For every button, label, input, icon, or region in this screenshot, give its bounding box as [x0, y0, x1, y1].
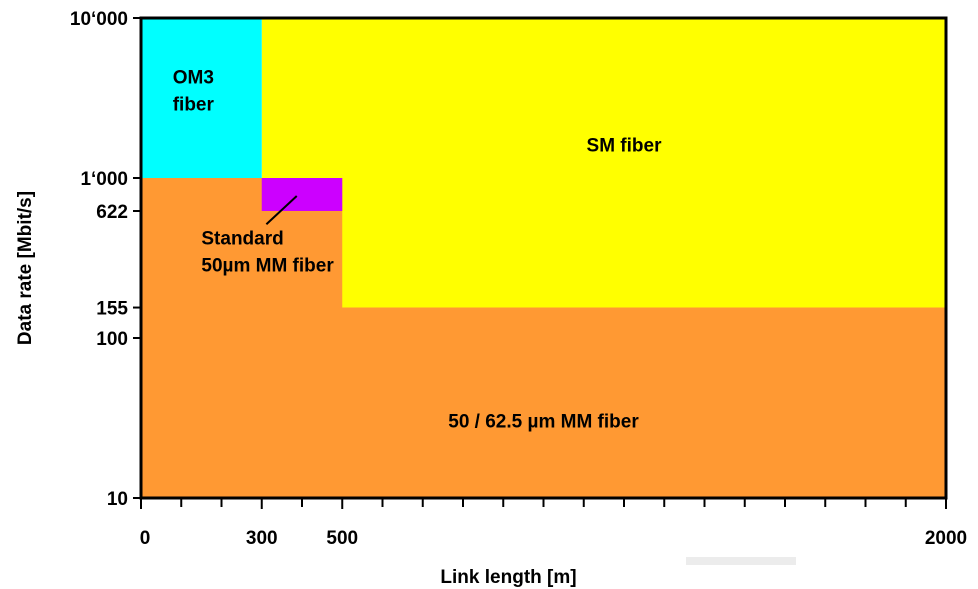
region-om3-fiber-label: OM3 fiber: [173, 67, 215, 115]
y-tick-label: 1‘000: [80, 169, 128, 190]
region-sm-fiber: [261, 18, 946, 308]
faint-overlay-bar: [686, 557, 796, 565]
region-50-62-5-m-mm-fiber-label: 50 / 62.5 µm MM fiber: [448, 412, 639, 433]
x-tick-label: 500: [326, 528, 358, 549]
region-labels: SM fiber 50 / 62.5 µm MM fiber OM3 fiber Sta…: [173, 67, 662, 432]
region-standard-50-m-mm-fiber-label: Standard 50µm MM fiber: [201, 228, 334, 276]
x-tick-label: 2000: [925, 528, 967, 549]
y-tick-label: 100: [96, 329, 128, 350]
callout-layer: [265, 195, 298, 226]
chart-regions: [141, 18, 946, 498]
region-om3-fiber: [141, 18, 262, 178]
callout-leader-line: [265, 195, 298, 226]
y-tick-label: 10‘000: [70, 9, 128, 30]
y-tick-label: 622: [96, 202, 128, 223]
x-axis: 0 300 500 2000: [140, 498, 967, 549]
y-tick-label: 10: [107, 489, 128, 510]
region-standard-50-m-mm-fiber: [261, 178, 343, 211]
region-50-62-5-m-mm-fiber: [141, 178, 946, 498]
x-tick-label: 0: [140, 528, 151, 549]
region-sm-fiber-label: SM fiber: [587, 135, 663, 156]
y-axis-title: Data rate [Mbit/s]: [15, 191, 36, 345]
x-axis-title: Link length [m]: [440, 567, 576, 588]
y-axis: 10 100 155 622 1‘000 10‘000: [70, 9, 141, 510]
y-tick-label: 155: [96, 299, 128, 320]
x-tick-label: 300: [246, 528, 278, 549]
